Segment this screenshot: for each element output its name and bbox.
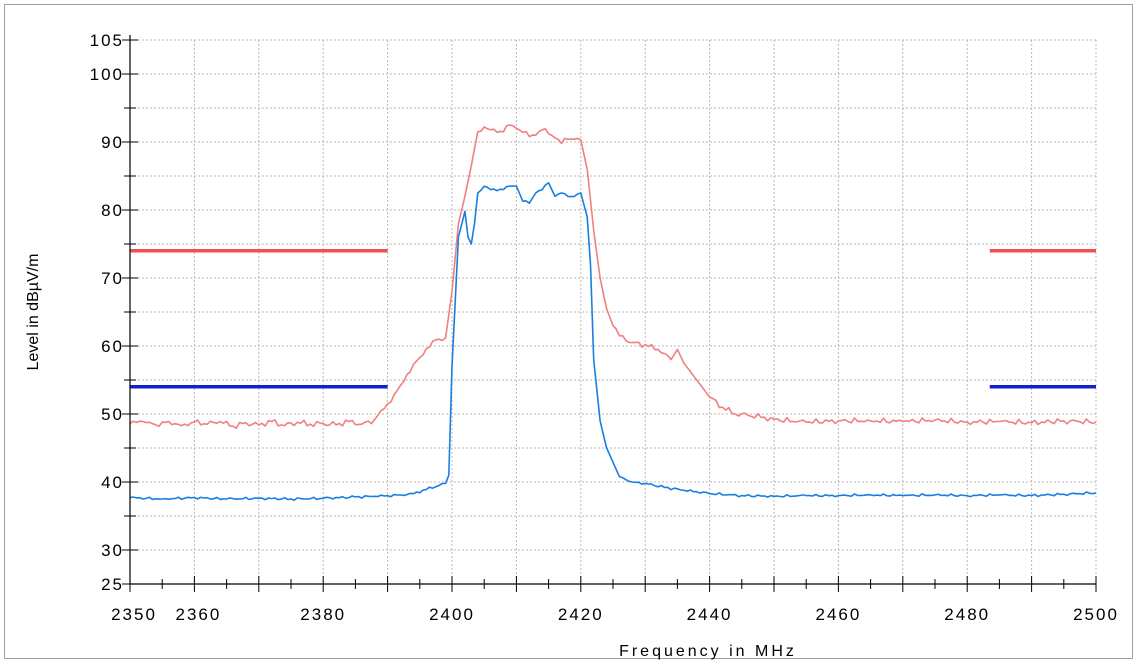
y-axis-title: Level in dBµV/m <box>25 254 42 371</box>
y-tick-label: 60 <box>101 337 124 356</box>
y-tick-label: 50 <box>101 405 124 424</box>
x-tick-label: 2440 <box>687 605 733 624</box>
tick-labels: 25 30 40 50 60 70 80 90 100 105 2350 2360 2380 2400 24… <box>90 31 1119 624</box>
x-tick-label: 2380 <box>300 605 346 624</box>
average-trace <box>129 182 1097 502</box>
peak-trace <box>129 124 1097 430</box>
y-tick-label: 30 <box>101 541 124 560</box>
x-axis-title: Frequency in MHz <box>619 643 797 660</box>
y-tick-label: 25 <box>101 575 124 594</box>
axes <box>122 35 1097 592</box>
x-tick-label: 2400 <box>429 605 475 624</box>
y-tick-label: 70 <box>101 269 124 288</box>
x-tick-label: 2420 <box>558 605 604 624</box>
x-tick-label: 2460 <box>815 605 861 624</box>
chart-frame <box>4 4 1133 659</box>
y-tick-label: 90 <box>101 133 124 152</box>
y-tick-label: 80 <box>101 201 124 220</box>
x-tick-label: 2480 <box>944 605 990 624</box>
x-tick-label: 2500 <box>1073 605 1119 624</box>
y-tick-label: 105 <box>90 31 124 50</box>
y-tick-label: 40 <box>101 473 124 492</box>
grid-lines <box>130 40 1096 584</box>
series-layer <box>129 124 1097 502</box>
y-tick-label: 100 <box>90 65 124 84</box>
x-tick-label: 2360 <box>175 605 221 624</box>
x-tick-label: 2350 <box>111 605 157 624</box>
